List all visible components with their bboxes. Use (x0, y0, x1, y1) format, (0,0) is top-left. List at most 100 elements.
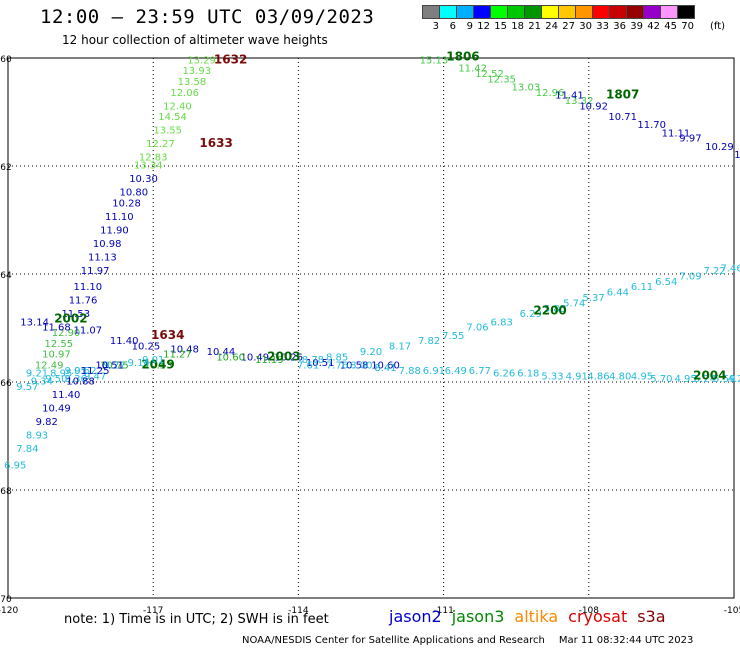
wave-height-label: 5.24 (694, 374, 716, 385)
wave-height-label: 13.55 (153, 126, 182, 137)
wave-height-label: 8.17 (389, 342, 411, 353)
wave-height-label: 6.18 (517, 369, 539, 380)
wave-height-label: 10.80 (120, 188, 149, 199)
timestamp: Mar 11 08:32:44 UTC 2023 (558, 635, 694, 646)
wave-height-label: 11.40 (110, 336, 139, 347)
wave-height-label: 5.59 (713, 374, 735, 385)
pass-time-label: 1633 (199, 136, 232, 150)
wave-height-label: 7.82 (418, 336, 440, 347)
wave-height-label: 9.52 (74, 366, 96, 377)
color-scale (422, 5, 695, 19)
scale-label: 33 (596, 21, 609, 32)
wave-height-label: 7.09 (679, 271, 701, 282)
lon-label: -105 (724, 606, 740, 616)
wave-height-label: 7.61 (297, 361, 319, 372)
wave-height-label: 10.53 (144, 361, 173, 372)
wave-height-label: 4.24 (728, 374, 740, 385)
wave-height-label: 9.97 (679, 134, 701, 145)
wave-height-label: 14.54 (158, 112, 187, 123)
wave-height-label: 11.25 (81, 366, 110, 377)
wave-height-label: 13.34 (134, 161, 163, 172)
wave-height-label: 9.14 (128, 358, 150, 369)
satellite-cryosat: cryosat (568, 607, 628, 626)
wave-height-label: 10.30 (129, 174, 158, 185)
wave-height-label: 12.49 (35, 361, 64, 372)
wave-height-label: 8.85 (326, 352, 348, 363)
wave-height-label: 11.53 (61, 309, 90, 320)
satellite-legend: jason2 jason3 altika cryosat s3a (389, 607, 676, 626)
wave-height-label: 9.36 (65, 374, 87, 385)
wave-height-label: 11.70 (637, 120, 666, 131)
scale-label: 45 (664, 21, 677, 32)
wave-height-label: 11.10 (74, 282, 103, 293)
wave-height-label: 11.19 (255, 355, 284, 366)
lon-label: -120 (0, 606, 18, 616)
wave-height-label: 9.47 (84, 371, 106, 382)
wave-height-label: 10.26 (274, 352, 303, 363)
wave-height-label: 9.82 (36, 417, 58, 428)
wave-height-label: 10.60 (216, 352, 245, 363)
wave-height-label: 5.37 (583, 293, 605, 304)
wave-height-label: 7.22 (704, 266, 726, 277)
wave-height-label: 5.33 (541, 371, 563, 382)
scale-label: 27 (562, 21, 575, 32)
wave-height-label: 10.51 (95, 361, 124, 372)
wave-height-label: 9.05 (65, 366, 87, 377)
wave-height-label: 8.78 (302, 355, 324, 366)
wave-height-label: 12.27 (146, 139, 175, 150)
wave-height-label: 4.86 (587, 371, 609, 382)
wave-height-label: 8.95 (50, 369, 72, 380)
wave-height-label: 4.95 (674, 374, 696, 385)
pass-time-label: 1634 (151, 328, 184, 342)
wave-height-label: 10.44 (207, 347, 236, 358)
satellite-s3a: s3a (637, 607, 666, 626)
wave-height-label: 13.58 (178, 77, 207, 88)
page-title: 12:00 – 23:59 UTC 03/09/2023 (40, 6, 375, 28)
wave-height-label: 12.83 (139, 153, 168, 164)
wave-height-label: 9.20 (360, 347, 382, 358)
wave-height-label: 7.88 (399, 366, 421, 377)
wave-height-label: 11.97 (81, 266, 110, 277)
wave-height-label: 9.50 (45, 374, 67, 385)
scale-label: 30 (579, 21, 592, 32)
wave-height-label: 11.68 (42, 323, 71, 334)
scale-label: 24 (545, 21, 558, 32)
satellite-altika: altika (514, 607, 559, 626)
footer: NOAA/NESDIS Center for Satellite Applica… (242, 635, 693, 646)
scale-label: 6 (449, 21, 456, 32)
lon-label: -117 (143, 606, 163, 616)
wave-height-label: 7.06 (466, 323, 488, 334)
wave-height-label: 11.11 (662, 128, 691, 139)
wave-height-label: 6.77 (469, 366, 491, 377)
pass-time-label: 1807 (606, 88, 639, 102)
wave-height-label: 4.80 (609, 371, 631, 382)
wave-height-label: 7.76 (326, 361, 348, 372)
lat-label: 68 (0, 487, 12, 497)
wave-height-label: 4.95 (631, 371, 653, 382)
scale-unit: (ft) (710, 21, 726, 32)
wave-height-label: 9.57 (16, 382, 38, 393)
wave-height-label: 4.91 (566, 371, 588, 382)
wave-height-label: 10.58 (340, 361, 369, 372)
credit-text: NOAA/NESDIS Center for Satellite Applica… (242, 635, 545, 646)
scale-label: 39 (630, 21, 643, 32)
wave-height-label: 10.97 (42, 350, 71, 361)
scale-label: 9 (466, 21, 473, 32)
wave-height-label: 12.06 (170, 88, 199, 99)
pass-time-label: 2004 (693, 368, 726, 382)
wave-height-label: 10.25 (132, 342, 161, 353)
wave-height-label: 8.41 (374, 363, 396, 374)
scale-label: 42 (647, 21, 660, 32)
wave-height-label: 6.54 (655, 277, 677, 288)
wave-height-label: 10.98 (93, 239, 122, 250)
wave-height-label: 11.76 (69, 296, 98, 307)
pass-time-label: 1632 (214, 52, 247, 66)
wave-height-label: 12.55 (44, 339, 73, 350)
wave-height-label: 11.41 (555, 91, 584, 102)
wave-height-label: 6.83 (491, 317, 513, 328)
scale-swatch (677, 5, 695, 19)
wave-height-label: 10.21 (734, 150, 740, 161)
wave-height-label: 10.49 (42, 404, 71, 415)
wave-height-label: 8.93 (26, 431, 48, 442)
pass-time-label: 1806 (446, 50, 479, 64)
